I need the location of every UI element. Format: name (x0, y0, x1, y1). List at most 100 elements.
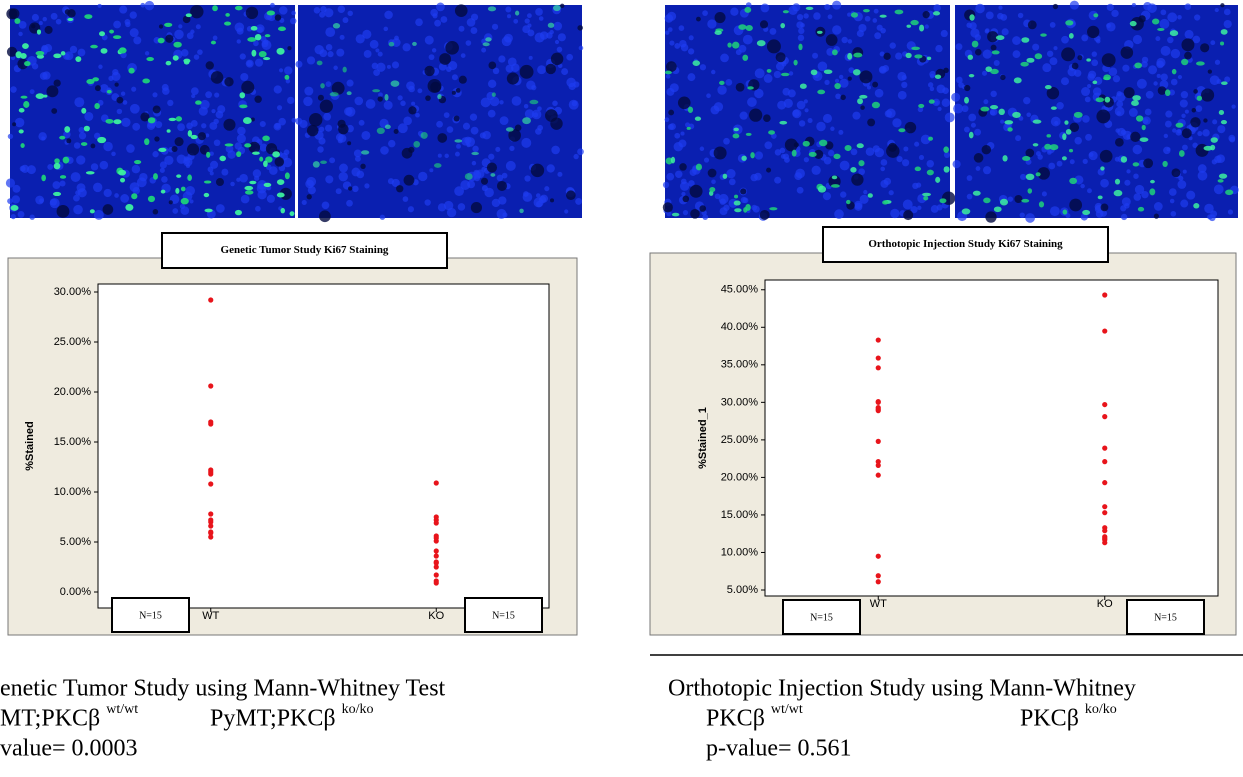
nucleus (190, 29, 195, 34)
data-point (875, 408, 881, 414)
stained-cell (234, 209, 242, 216)
stained-cell (180, 186, 186, 192)
nucleus (667, 11, 677, 21)
nucleus (306, 56, 316, 65)
dark-spot (682, 195, 690, 203)
nucleus (358, 119, 365, 126)
nucleus (325, 175, 334, 184)
dark-spot (814, 149, 824, 160)
stained-cell (384, 124, 391, 130)
stained-cell (547, 22, 555, 28)
stained-cell (823, 69, 833, 74)
stained-cell (750, 152, 755, 159)
nucleus (38, 132, 47, 141)
dark-spot (707, 168, 717, 178)
dark-spot (903, 210, 914, 221)
micrograph (662, 0, 956, 221)
nucleus (380, 146, 389, 155)
stained-cell (1004, 120, 1014, 125)
nucleus (840, 191, 847, 198)
stained-cell (86, 79, 95, 85)
nucleus (1088, 10, 1099, 21)
nucleus (896, 156, 903, 163)
data-point (875, 573, 881, 579)
nucleus (10, 86, 17, 93)
stained-cell (59, 175, 67, 179)
dark-spot (1220, 3, 1225, 8)
dark-spot (859, 70, 873, 84)
nucleus (498, 55, 506, 63)
nucleus (754, 88, 764, 99)
stained-cell (1132, 162, 1140, 167)
dark-spot (248, 141, 261, 154)
nucleus (1210, 210, 1218, 218)
stained-cell (83, 125, 90, 132)
caption-title: Orthotopic Injection Study using Mann-Wh… (668, 676, 1136, 702)
stained-cell (802, 140, 810, 147)
stained-cell (934, 74, 942, 79)
nucleus (237, 126, 246, 136)
nucleus (804, 108, 809, 113)
nucleus (917, 193, 927, 204)
y-tick-label: 5.00% (727, 584, 758, 596)
stained-cell (1113, 189, 1123, 197)
stained-cell (1073, 111, 1083, 118)
stained-cell (247, 37, 257, 42)
stained-cell (160, 189, 166, 194)
nucleus (209, 151, 214, 156)
nucleus (269, 166, 278, 175)
dark-spot (840, 94, 846, 101)
dark-spot (1000, 74, 1006, 81)
nucleus (50, 12, 58, 20)
nucleus (1167, 36, 1174, 44)
chart-title: Genetic Tumor Study Ki67 Staining (221, 244, 389, 256)
nucleus (961, 105, 969, 113)
nucleus (214, 92, 220, 98)
stained-cell (22, 43, 29, 49)
stained-cell (412, 41, 417, 46)
dark-spot (1061, 47, 1076, 62)
dark-spot (102, 204, 114, 215)
dark-spot (215, 178, 224, 187)
nucleus (699, 64, 707, 71)
stained-cell (258, 50, 267, 58)
nucleus (487, 109, 496, 118)
stained-cell (671, 212, 680, 217)
nucleus (533, 197, 544, 208)
nucleus (417, 88, 423, 94)
y-tick-label: 30.00% (721, 396, 759, 408)
stained-cell (831, 175, 838, 180)
nucleus (872, 18, 878, 23)
stained-cell (75, 56, 82, 62)
stained-cell (62, 156, 70, 164)
stained-cell (1027, 188, 1033, 194)
nucleus (487, 79, 497, 89)
nucleus (488, 153, 495, 160)
nucleus (108, 75, 114, 82)
nucleus (209, 171, 214, 176)
nucleus (1182, 169, 1187, 174)
nucleus (362, 29, 372, 39)
stained-cell (125, 203, 134, 211)
nucleus (306, 176, 317, 187)
dark-spot (51, 108, 58, 114)
nucleus (827, 14, 833, 20)
dark-spot (735, 82, 745, 92)
x-tick-label: WT (870, 598, 887, 610)
nucleus (195, 24, 201, 30)
nucleus (397, 123, 408, 134)
nucleus (344, 107, 353, 116)
nucleus (77, 188, 87, 198)
stained-cell (943, 166, 950, 173)
dark-spot (187, 143, 200, 156)
nucleus (329, 157, 336, 164)
nucleus (679, 39, 687, 48)
stained-cell (850, 167, 857, 173)
annotation-box (1126, 599, 1205, 635)
nucleus (966, 175, 973, 181)
dark-spot (668, 109, 675, 116)
nucleus (824, 79, 830, 85)
nucleus (363, 50, 372, 58)
caption-group: PKCβ (706, 706, 765, 732)
nucleus (1106, 3, 1114, 11)
